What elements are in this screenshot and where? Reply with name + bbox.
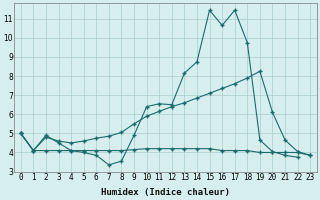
X-axis label: Humidex (Indice chaleur): Humidex (Indice chaleur) [101, 188, 230, 197]
